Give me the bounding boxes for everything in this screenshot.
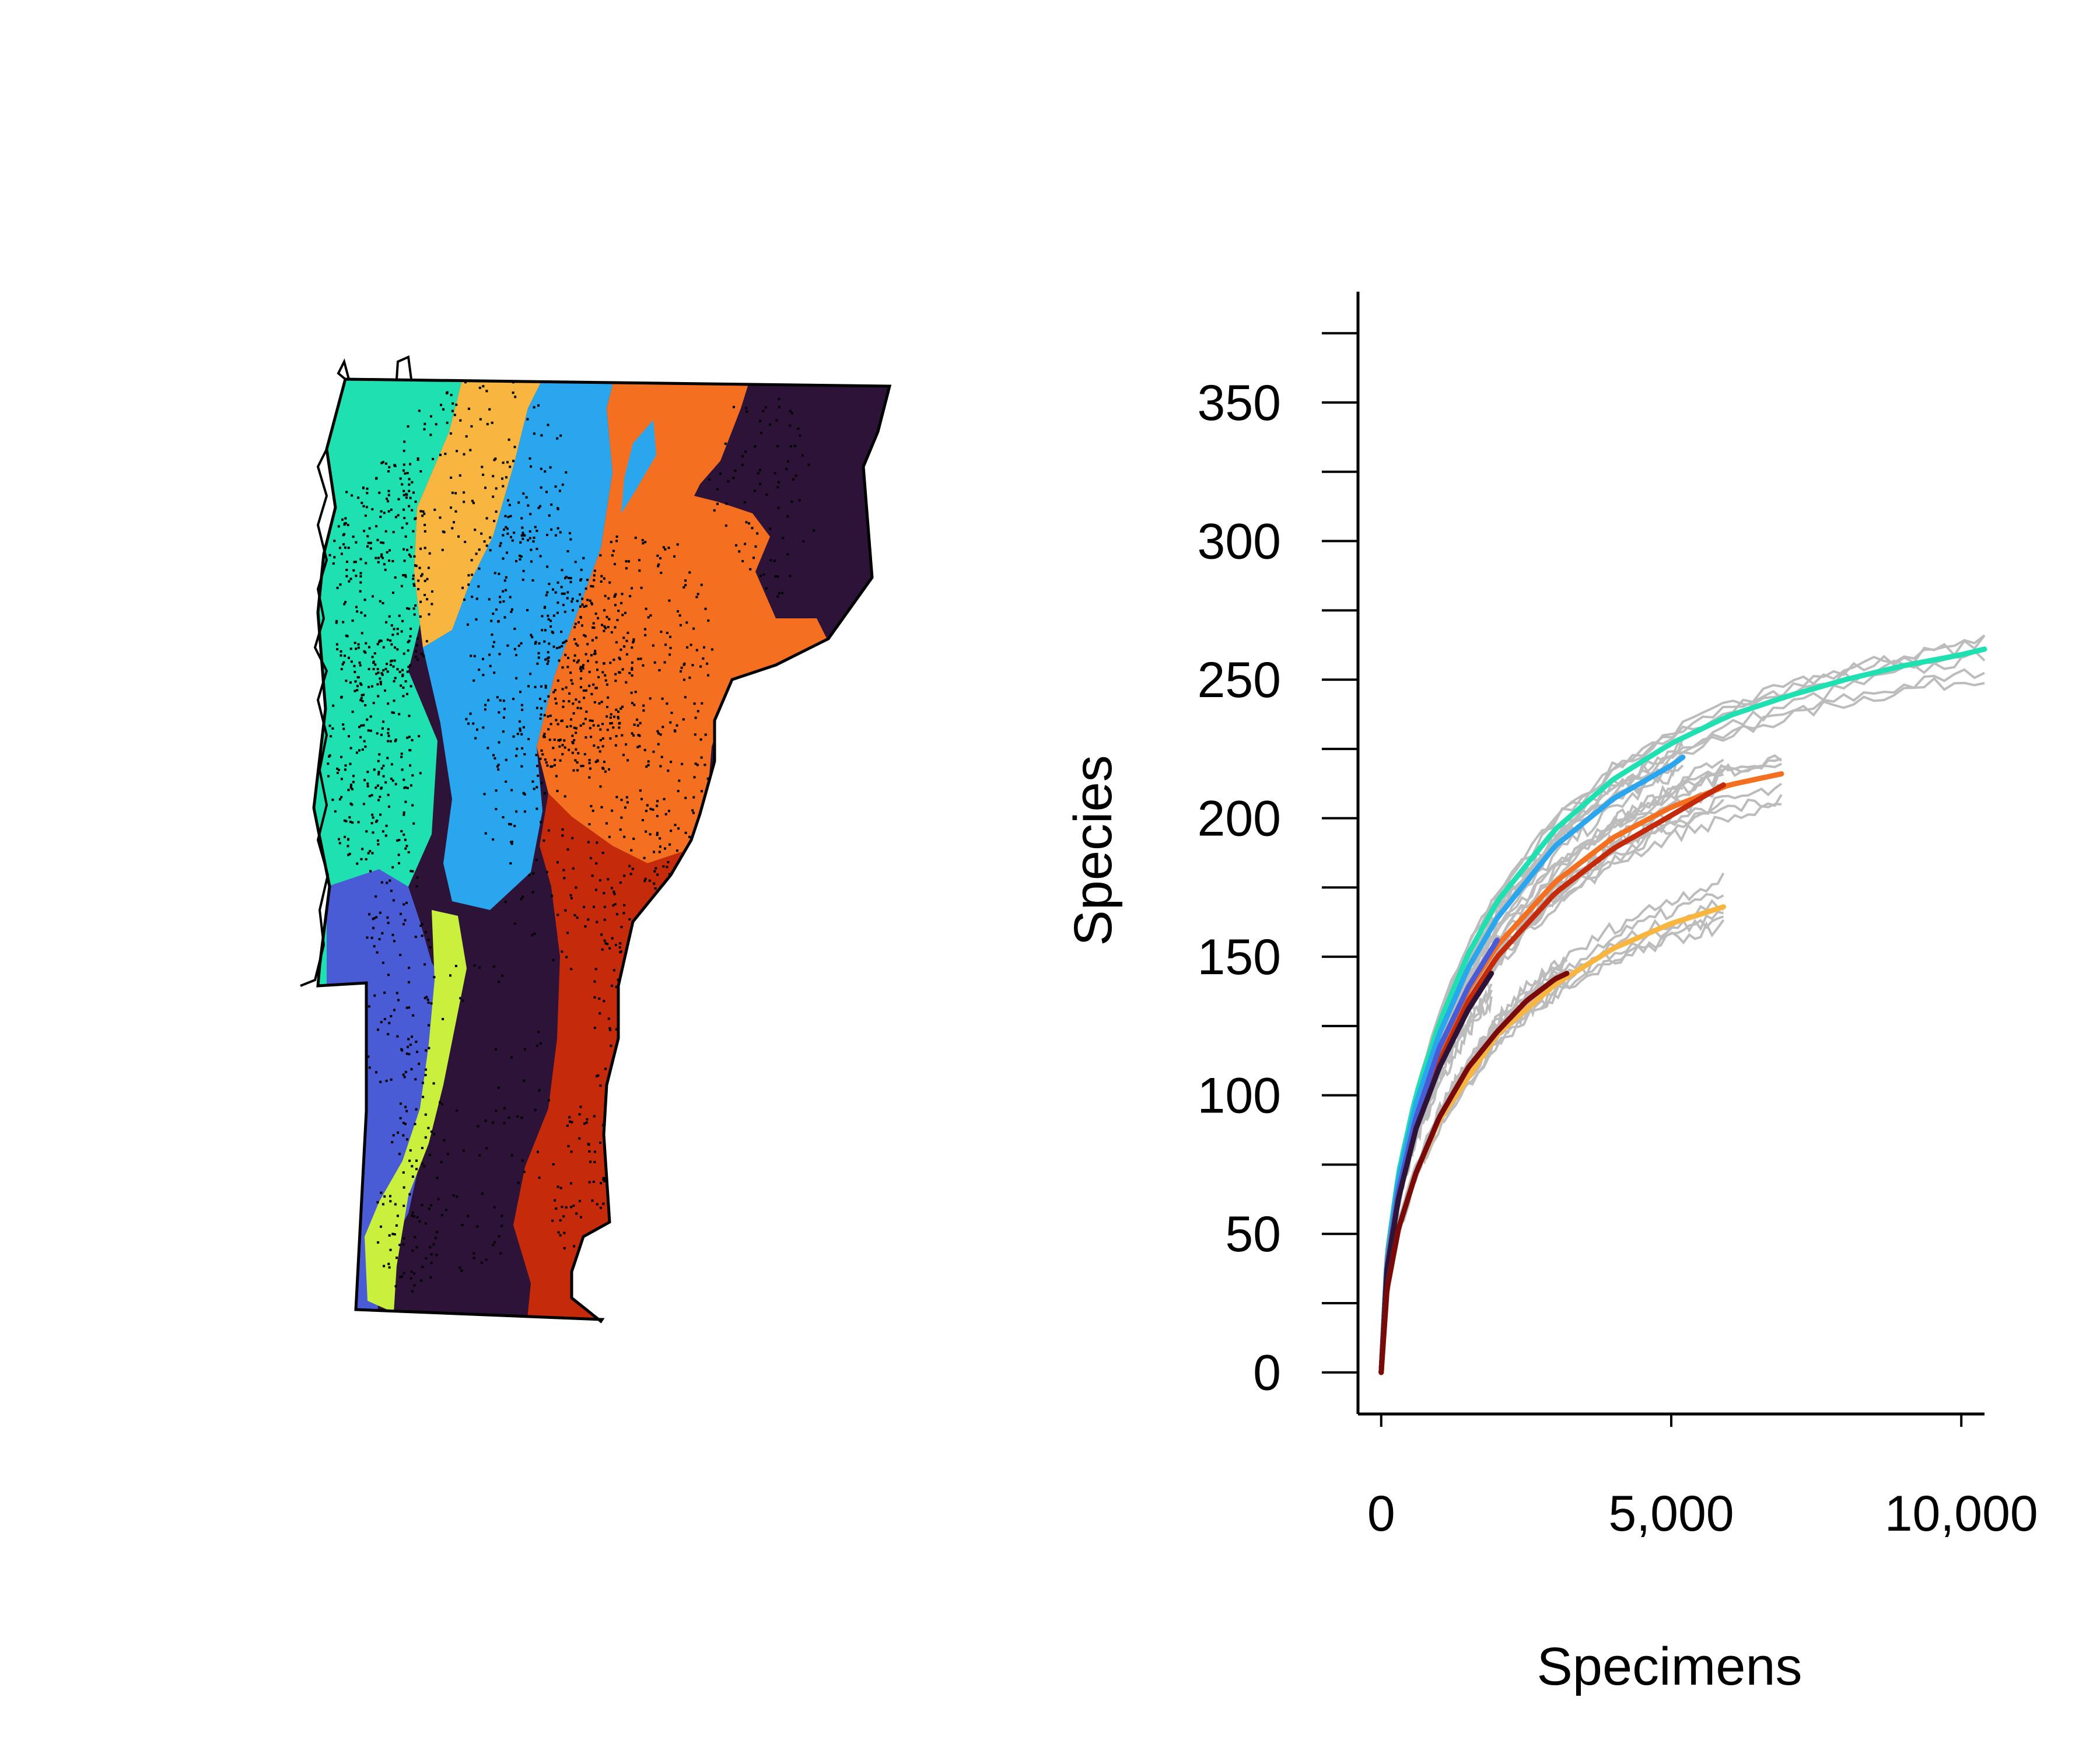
y-axis-ticks: 0 50 100 150 200 250 300 350 <box>1198 332 1358 1401</box>
x-tick-label: 5,000 <box>1608 1486 1734 1542</box>
y-tick-label: 350 <box>1198 375 1282 431</box>
envelope-line <box>1380 794 1783 1373</box>
envelope-line <box>1380 648 1985 1373</box>
series-line-6 <box>1378 971 1494 1376</box>
y-tick-label: 0 <box>1253 1345 1281 1401</box>
envelope-line <box>1380 915 1724 1373</box>
x-axis-ticks: 0 5,000 10,000 <box>1367 1414 2038 1542</box>
lake-champlain-shore <box>300 355 412 987</box>
rarefaction-chart: 0 50 100 150 200 250 300 350 0 5,000 10,000 Speci… <box>1063 292 2038 1696</box>
y-tick-label: 300 <box>1198 514 1282 570</box>
envelope-line <box>1380 634 1986 1373</box>
envelope-line <box>1380 975 1567 1373</box>
y-tick-label: 150 <box>1198 929 1282 985</box>
series-lines <box>1378 646 1987 1376</box>
map-region-blue <box>423 379 618 910</box>
y-tick-label: 200 <box>1198 791 1282 847</box>
map-region-orange-inlet <box>621 420 656 513</box>
map-region-champlain <box>314 379 467 1003</box>
y-tick-label: 50 <box>1225 1206 1281 1262</box>
envelope-line <box>1380 972 1567 1373</box>
envelope-line <box>1380 872 1725 1373</box>
y-axis-title: Species <box>1063 755 1123 946</box>
x-tick-label: 0 <box>1367 1486 1395 1542</box>
y-tick-label: 250 <box>1198 652 1282 708</box>
region-map <box>300 355 892 1324</box>
envelope-line <box>1380 981 1568 1373</box>
state-outline <box>312 377 892 1324</box>
x-axis-title: Specimens <box>1536 1637 1802 1696</box>
map-region-lime <box>365 910 467 1312</box>
envelope-line <box>1380 803 1782 1373</box>
y-tick-label: 100 <box>1198 1068 1282 1124</box>
x-tick-label: 10,000 <box>1885 1486 2038 1542</box>
map-region-yellow <box>414 379 551 648</box>
series-line-8 <box>1378 971 1570 1376</box>
